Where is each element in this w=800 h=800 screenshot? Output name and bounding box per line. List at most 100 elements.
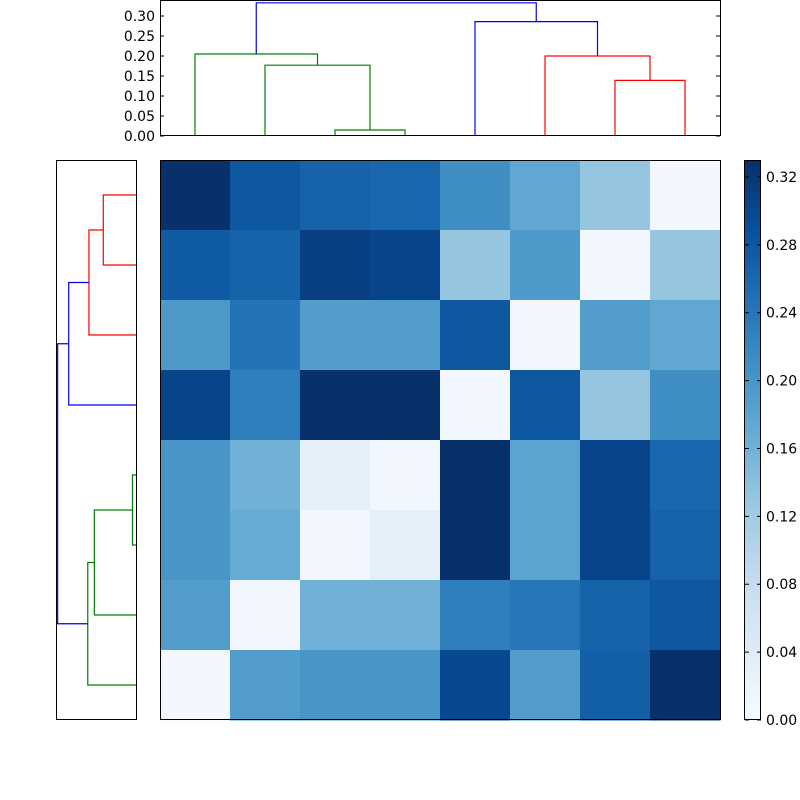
heatmap-cell [370, 510, 441, 581]
heatmap-cell [510, 440, 581, 511]
left-dendrogram [56, 160, 137, 720]
left-dendrogram-link [87, 561, 136, 686]
top-dendrogram-link [194, 53, 319, 136]
heatmap-cell [650, 160, 721, 231]
heatmap-cell [230, 650, 301, 721]
heatmap-cell [230, 510, 301, 581]
heatmap-cell [650, 370, 721, 441]
top-dendrogram-link [614, 79, 686, 136]
colorbar-tick-label: 0.04 [766, 645, 797, 661]
heatmap-cell [300, 230, 371, 301]
left-dendrogram-link [131, 474, 136, 546]
heatmap-cell [650, 580, 721, 651]
colorbar-tick-label: 0.08 [766, 577, 797, 593]
heatmap-cell [440, 650, 511, 721]
top-dendrogram-tick-label: 0.10 [124, 89, 155, 105]
top-dendrogram-y-axis: 0.00 0.05 0.10 0.15 0.20 0.25 0.30 [124, 9, 720, 145]
heatmap-cell [440, 510, 511, 581]
colorbar-tick-label: 0.24 [766, 306, 797, 322]
top-dendrogram-link [474, 21, 599, 136]
colorbar-tick-label: 0.12 [766, 509, 797, 525]
left-dendrogram-links [57, 194, 136, 686]
heatmap-cell [300, 160, 371, 231]
heatmap-cell [440, 300, 511, 371]
heatmap-cell [230, 300, 301, 371]
colorbar-tick-label: 0.00 [766, 713, 797, 729]
heatmap-cell [650, 440, 721, 511]
heatmap-cell [370, 230, 441, 301]
top-dendrogram-tick-label: 0.30 [124, 9, 155, 25]
top-dendrogram-link [544, 55, 651, 136]
heatmap-cell [370, 300, 441, 371]
heatmap-cell [370, 440, 441, 511]
heatmap-cell [510, 230, 581, 301]
top-dendrogram-frame [160, 0, 721, 136]
heatmap-cell [370, 160, 441, 231]
heatmap-cell [160, 300, 231, 371]
heatmap-cell [160, 440, 231, 511]
heatmap-cell [370, 650, 441, 721]
heatmap-cell [160, 230, 231, 301]
heatmap-cell [160, 510, 231, 581]
heatmap-cell [440, 160, 511, 231]
heatmap-cell [440, 580, 511, 651]
top-dendrogram-links [194, 2, 686, 136]
heatmap-cell [440, 440, 511, 511]
heatmap-cell [580, 370, 651, 441]
heatmap-cell [510, 510, 581, 581]
left-dendrogram-link [68, 281, 136, 406]
heatmap-cell [370, 580, 441, 651]
heatmap-cell [160, 650, 231, 721]
heatmap-cell [440, 370, 511, 441]
colorbar-gradient [745, 160, 761, 720]
heatmap-cell [160, 160, 231, 231]
heatmap-cell [650, 230, 721, 301]
heatmap-cell [650, 650, 721, 721]
heatmap-cell [160, 580, 231, 651]
heatmap-cell [510, 370, 581, 441]
colorbar-frame [744, 160, 761, 720]
heatmap-cell [230, 440, 301, 511]
left-dendrogram-frame [56, 160, 137, 720]
colorbar-tick-label: 0.20 [766, 374, 797, 390]
top-dendrogram: 0.00 0.05 0.10 0.15 0.20 0.25 0.30 [124, 0, 721, 145]
heatmap-cell [580, 510, 651, 581]
heatmap-cell [300, 650, 371, 721]
heatmap-cell [580, 440, 651, 511]
heatmap-cells [160, 160, 721, 721]
colorbar: 0.00 0.04 0.08 0.12 0.16 0.20 0.24 0.28 0.32 [744, 160, 797, 729]
left-dendrogram-link [93, 509, 136, 616]
colorbar-ticks: 0.00 0.04 0.08 0.12 0.16 0.20 0.24 0.28 0.32 [745, 170, 797, 729]
heatmap-cell [580, 300, 651, 371]
colorbar-tick-label: 0.32 [766, 170, 797, 186]
heatmap-cell [230, 230, 301, 301]
top-dendrogram-tick-label: 0.05 [124, 109, 155, 125]
heatmap-cell [650, 510, 721, 581]
top-dendrogram-tick-label: 0.20 [124, 49, 155, 65]
top-dendrogram-tick-label: 0.25 [124, 29, 155, 45]
heatmap-cell [300, 510, 371, 581]
heatmap-cell [650, 300, 721, 371]
heatmap-cell [230, 160, 301, 231]
left-dendrogram-link [88, 229, 136, 336]
heatmap-cell [300, 580, 371, 651]
left-dendrogram-link [57, 343, 88, 625]
heatmap-cell [160, 370, 231, 441]
heatmap-cell [580, 580, 651, 651]
top-dendrogram-tick-label: 0.15 [124, 69, 155, 85]
heatmap-cell [370, 370, 441, 441]
heatmap-cell [300, 300, 371, 371]
heatmap-cell [510, 650, 581, 721]
top-dendrogram-tick-label: 0.00 [124, 129, 155, 145]
colorbar-tick-label: 0.16 [766, 441, 797, 457]
heatmap-cell [230, 370, 301, 441]
top-dendrogram-link [255, 2, 537, 54]
heatmap-cell [580, 230, 651, 301]
heatmap-frame [160, 160, 721, 720]
heatmap-cell [440, 230, 511, 301]
heatmap-cell [510, 160, 581, 231]
heatmap-cell [510, 300, 581, 371]
heatmap-cell [230, 580, 301, 651]
colorbar-tick-label: 0.28 [766, 238, 797, 254]
